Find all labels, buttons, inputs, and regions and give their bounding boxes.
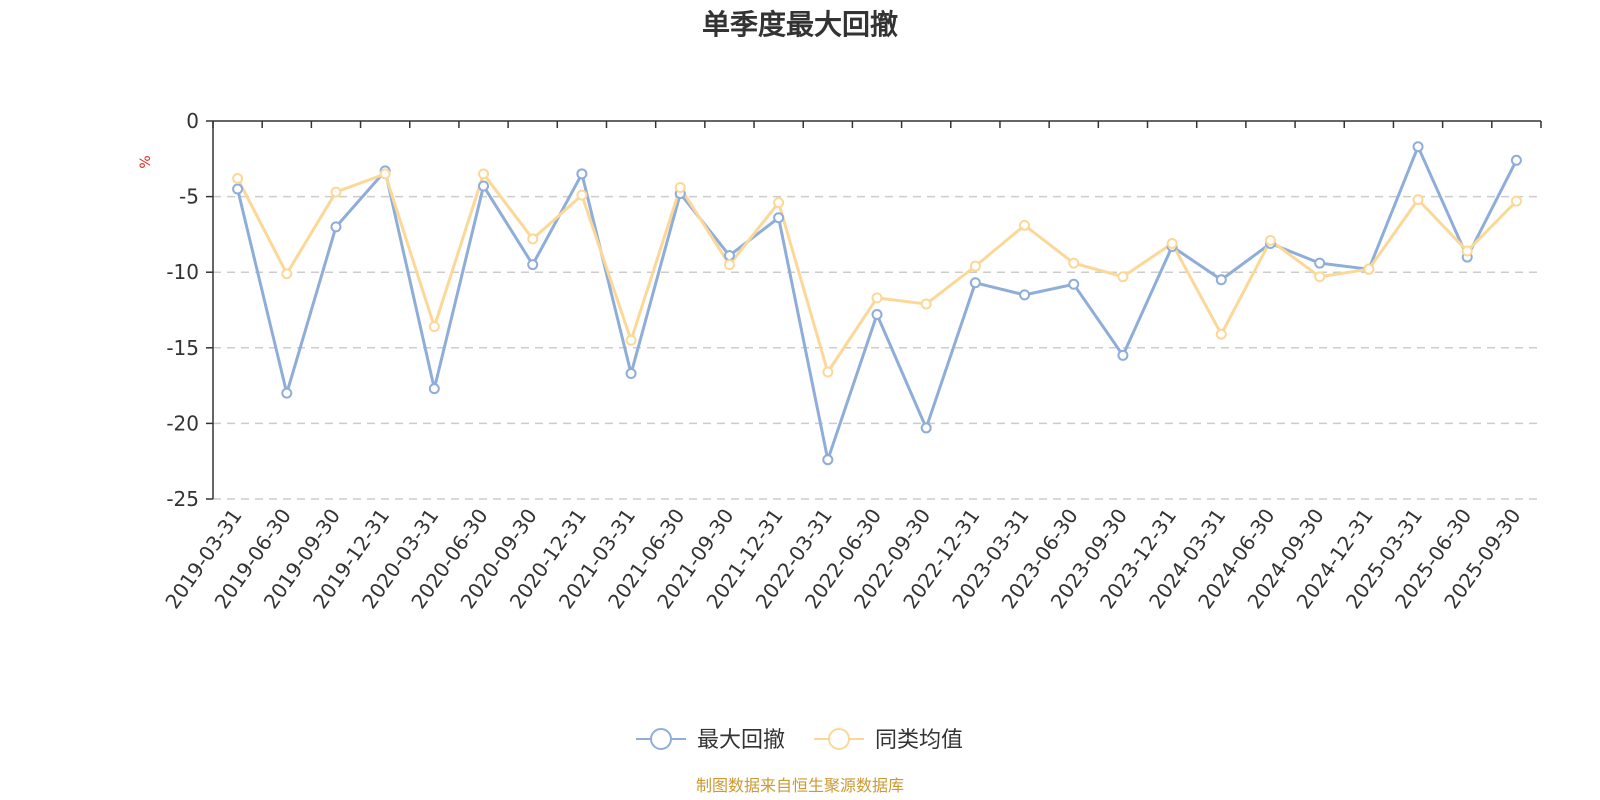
series-2-point[interactable]	[1412, 194, 1424, 206]
series-1-point[interactable]	[232, 183, 244, 195]
series-2-point[interactable]	[723, 259, 735, 271]
legend-marker-icon	[828, 728, 850, 750]
series-2-point[interactable]	[1166, 237, 1178, 249]
axes: 0-5-10-15-20-252019-03-312019-06-302019-…	[160, 109, 1542, 613]
legend-marker-icon	[650, 728, 672, 750]
series-2-point[interactable]	[232, 172, 244, 184]
series-1-point[interactable]	[428, 383, 440, 395]
series-2-point[interactable]	[1019, 219, 1031, 231]
y-tick-label: 0	[186, 109, 199, 133]
series-1-point[interactable]	[1019, 289, 1031, 301]
series-1-point[interactable]	[1314, 257, 1326, 269]
series-1-point[interactable]	[1117, 349, 1129, 361]
series-2-point[interactable]	[1264, 234, 1276, 246]
series-2-point[interactable]	[330, 186, 342, 198]
series-1-point[interactable]	[1068, 278, 1080, 290]
series-2-point[interactable]	[1314, 271, 1326, 283]
legend-label: 最大回撤	[697, 728, 785, 753]
series-2-point[interactable]	[281, 268, 293, 280]
series-1-point[interactable]	[625, 368, 637, 380]
series-2-point[interactable]	[625, 334, 637, 346]
series-2-point[interactable]	[1363, 263, 1375, 275]
series-2-point[interactable]	[674, 182, 686, 194]
series-points	[232, 141, 1522, 466]
y-axis-unit-label: %	[138, 155, 154, 168]
series-2-point[interactable]	[428, 321, 440, 333]
series-1-point[interactable]	[1510, 154, 1522, 166]
series-2-point[interactable]	[920, 298, 932, 310]
series-2-point[interactable]	[576, 189, 588, 201]
y-tick-label: -15	[166, 336, 199, 360]
chart-title: 单季度最大回撤	[702, 8, 898, 41]
series-1-point[interactable]	[723, 250, 735, 262]
series-2-point[interactable]	[822, 366, 834, 378]
y-tick-label: -25	[166, 487, 199, 511]
legend-item-1[interactable]: 最大回撤	[636, 728, 785, 753]
series-2-point[interactable]	[969, 260, 981, 272]
grid-lines	[213, 195, 1541, 500]
series-2-point[interactable]	[1068, 257, 1080, 269]
series-1-point[interactable]	[330, 221, 342, 233]
series-1-point[interactable]	[871, 309, 883, 321]
y-tick-label: -20	[166, 411, 199, 435]
series-2-point[interactable]	[527, 233, 539, 245]
series-2-point[interactable]	[773, 197, 785, 209]
series-2-point[interactable]	[1461, 245, 1473, 257]
series-1-point[interactable]	[478, 180, 490, 192]
series-1-point[interactable]	[527, 259, 539, 271]
legend[interactable]: 最大回撤 同类均值	[636, 728, 963, 753]
data-source-footer: 制图数据来自恒生聚源数据库	[696, 776, 904, 795]
series-2-point[interactable]	[1117, 271, 1129, 283]
series-2-point[interactable]	[1510, 195, 1522, 207]
series-2-point[interactable]	[379, 168, 391, 180]
series-line-2	[236, 172, 1518, 374]
y-tick-label: -10	[166, 260, 199, 284]
series-1-point[interactable]	[822, 454, 834, 466]
series-1-point[interactable]	[281, 387, 293, 399]
series-2-point[interactable]	[871, 292, 883, 304]
series-1-point[interactable]	[969, 277, 981, 289]
series-1-point[interactable]	[773, 212, 785, 224]
series-2-point[interactable]	[478, 168, 490, 180]
series-1-point[interactable]	[920, 422, 932, 434]
legend-label: 同类均值	[875, 728, 963, 753]
series-1-point[interactable]	[576, 168, 588, 180]
y-tick-label: -5	[179, 185, 199, 209]
series-1-point[interactable]	[1215, 274, 1227, 286]
series-2-point[interactable]	[1215, 328, 1227, 340]
series-1-point[interactable]	[1412, 141, 1424, 153]
legend-item-2[interactable]: 同类均值	[814, 728, 963, 753]
